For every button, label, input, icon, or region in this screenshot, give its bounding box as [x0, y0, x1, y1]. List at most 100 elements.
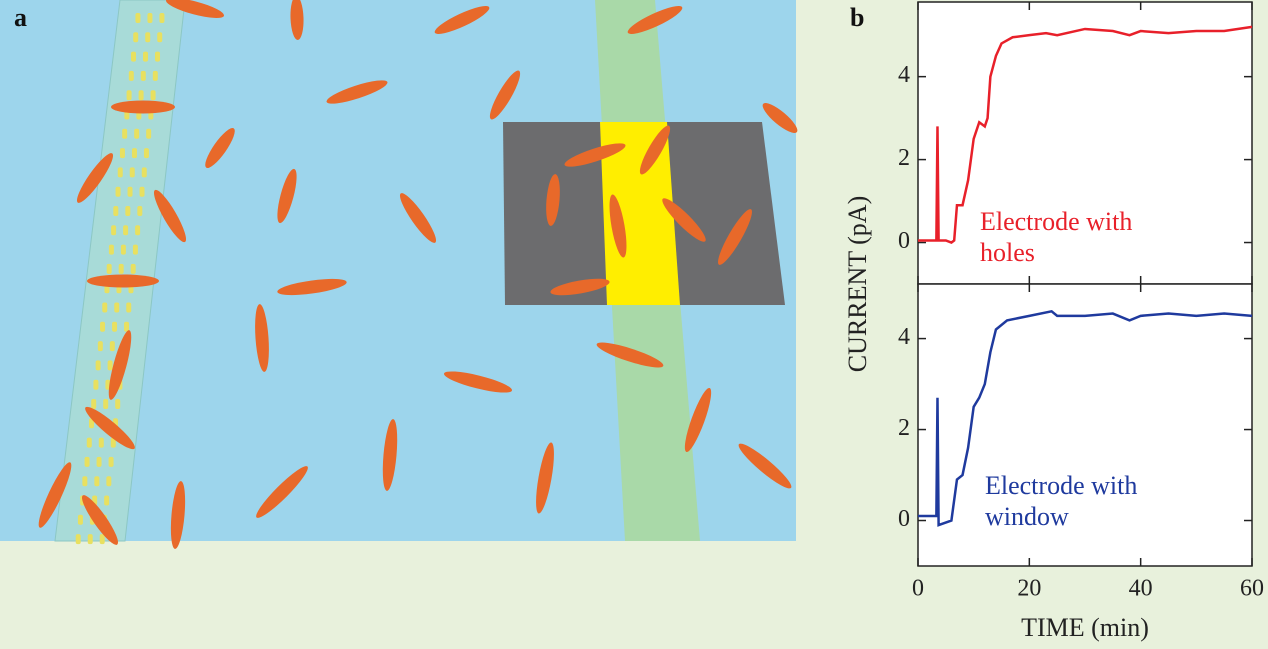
hole [130, 263, 136, 274]
hole [86, 437, 92, 448]
hole [139, 186, 145, 197]
hole [131, 51, 137, 62]
panel-label: a [14, 3, 27, 32]
y-axis-title: CURRENT (pA) [843, 196, 872, 372]
hole [103, 399, 109, 409]
hole [93, 379, 99, 390]
hole [94, 476, 100, 487]
bacterium [738, 443, 792, 489]
hole [143, 148, 149, 159]
hole [108, 244, 114, 255]
hole [113, 206, 119, 216]
bacterium [550, 278, 610, 296]
hole [109, 341, 115, 352]
hole [108, 456, 114, 467]
bacterium [255, 304, 269, 372]
hole [114, 302, 120, 313]
bacterium [609, 194, 627, 258]
hole [140, 70, 146, 81]
hole [145, 32, 151, 43]
bacterium [81, 495, 119, 545]
hole [128, 70, 134, 81]
hole [157, 32, 163, 43]
bacterium [546, 174, 560, 226]
hole [123, 225, 129, 236]
x-tick-label: 0 [912, 576, 924, 602]
hole [106, 476, 112, 487]
data-line [918, 25, 1253, 244]
bacterium [596, 342, 664, 368]
bacterium [153, 189, 187, 243]
bacterium [382, 419, 398, 491]
hole [120, 244, 126, 255]
hole [102, 302, 108, 313]
x-axis-title: TIME (min) [1021, 613, 1149, 642]
bacterium [108, 330, 132, 400]
bacterium [76, 153, 114, 203]
annotation: Electrode with [985, 471, 1137, 500]
hole [141, 167, 147, 178]
bacterium [564, 143, 626, 167]
bacterium [489, 70, 521, 120]
hole [134, 128, 140, 139]
hole [150, 90, 156, 101]
bacterium [762, 103, 798, 133]
hole [119, 148, 125, 159]
bacterium [277, 278, 347, 296]
annotation: holes [980, 238, 1035, 267]
y-tick-label: 4 [898, 324, 910, 350]
hole [91, 399, 97, 409]
window-opening [600, 122, 680, 305]
plot-frame [917, 283, 1253, 567]
bacterium [434, 6, 490, 34]
hole [135, 225, 141, 236]
hole [115, 399, 121, 409]
hole [88, 418, 94, 429]
bacterium [718, 209, 752, 265]
bacterium [85, 406, 135, 450]
hole [129, 167, 135, 178]
hole [135, 13, 141, 23]
hole [155, 51, 161, 62]
hole [137, 206, 143, 216]
hole [115, 186, 121, 197]
bacterium [444, 371, 512, 393]
hole [99, 534, 105, 545]
bacterium [536, 442, 554, 514]
hole [122, 128, 128, 139]
x-tick-label: 60 [1240, 576, 1264, 602]
bacterium [205, 127, 235, 169]
hole [97, 341, 103, 352]
annotation: window [985, 502, 1069, 531]
x-tick-label: 20 [1017, 576, 1041, 602]
bacterium [639, 125, 671, 175]
panel-label: b [850, 3, 864, 32]
hole [104, 495, 110, 506]
bacterium [326, 80, 388, 104]
illustration [0, 0, 798, 549]
bacterium [662, 198, 706, 242]
hole [143, 51, 149, 62]
hole [126, 90, 132, 101]
hole [84, 456, 90, 467]
hole [107, 360, 113, 371]
bacterium [684, 387, 712, 453]
hole [112, 321, 118, 332]
hole [133, 32, 139, 43]
hole [126, 302, 132, 313]
hole [159, 13, 165, 23]
hole [100, 321, 106, 332]
hole [131, 148, 137, 159]
hole [132, 244, 138, 255]
hole [152, 70, 158, 81]
bacterium [399, 193, 437, 243]
hole [95, 360, 101, 371]
plot-frame [917, 1, 1253, 285]
y-tick-label: 2 [898, 415, 910, 441]
y-tick-label: 4 [898, 62, 910, 88]
annotation: Electrode with [980, 207, 1132, 236]
hole [147, 13, 153, 23]
hole [117, 167, 123, 178]
hole [106, 263, 112, 274]
